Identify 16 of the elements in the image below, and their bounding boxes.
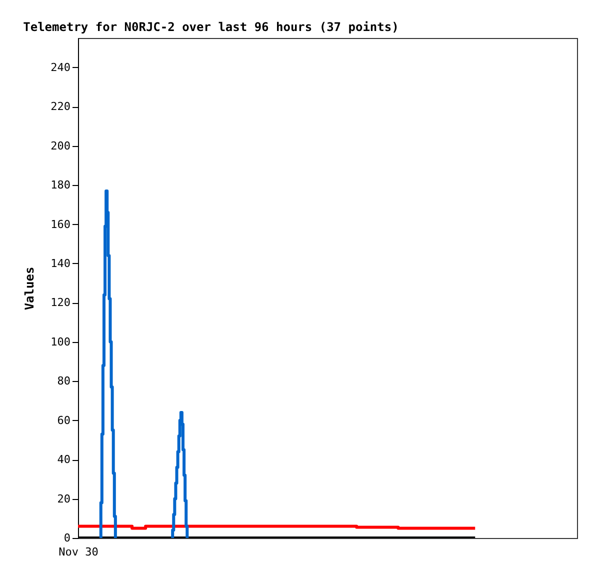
y-tick-label: 0	[64, 532, 70, 544]
y-tick-label: 80	[57, 374, 70, 388]
y-tick-label: 220	[50, 100, 70, 114]
y-tick-label: 20	[57, 492, 70, 506]
y-tick-label: 100	[50, 335, 70, 348]
y-tick-label: 40	[57, 453, 70, 466]
y-tick-label: 180	[50, 178, 70, 192]
y-tick-label: 200	[50, 139, 70, 152]
y-tick-label: 120	[50, 296, 70, 310]
y-tick-label: 140	[50, 256, 70, 270]
y-tick-label: 160	[50, 218, 70, 231]
y-axis-title: Values	[22, 266, 37, 310]
x-tick-label: Nov 30	[58, 546, 98, 558]
y-tick-label: 240	[50, 60, 70, 74]
y-tick-label: 60	[57, 414, 70, 427]
chart-title: Telemetry for N0RJC-2 over last 96 hours (37 points)	[23, 20, 399, 34]
